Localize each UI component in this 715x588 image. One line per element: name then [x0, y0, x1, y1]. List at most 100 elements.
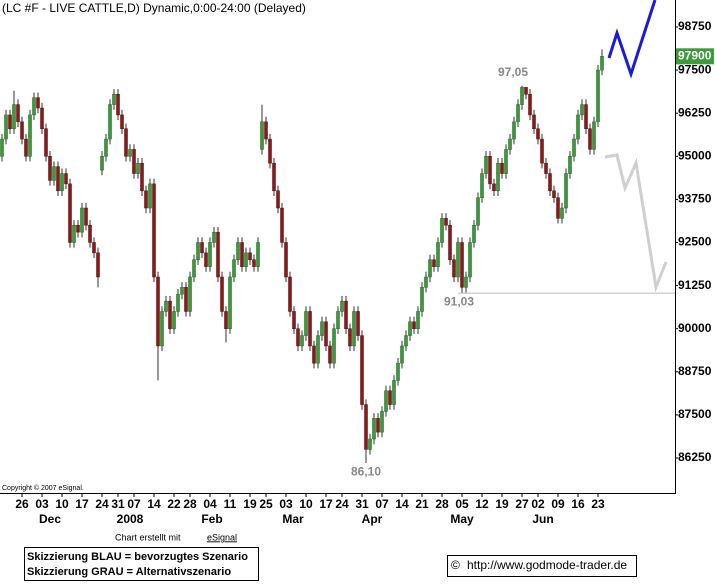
x-tick-label: 26: [15, 497, 29, 511]
candle-body: [536, 128, 540, 140]
candle-body: [40, 107, 44, 129]
candle-body: [60, 173, 64, 192]
candle-body: [328, 345, 332, 364]
x-tick-label: 10: [55, 497, 69, 511]
candle-body: [164, 300, 168, 312]
candle-body: [16, 104, 20, 123]
x-tick-label: 11: [224, 497, 237, 511]
candle-body: [160, 311, 164, 347]
url[interactable]: http://www.godmode-trader.de: [467, 558, 627, 572]
candle-body: [84, 207, 88, 226]
candle-body: [520, 87, 524, 105]
candle-body: [292, 311, 296, 329]
candle-body: [372, 418, 376, 440]
month-label: 2008: [117, 512, 144, 526]
x-tick-label: 05: [455, 497, 469, 511]
candle-body: [200, 242, 204, 254]
candle-body: [112, 93, 116, 105]
candle-body: [224, 311, 228, 329]
y-tick-label: 97500: [678, 62, 712, 76]
candle-body: [140, 162, 144, 192]
month-label: Dec: [39, 512, 61, 526]
month-label: Mar: [282, 512, 304, 526]
candle-body: [120, 114, 124, 129]
candle-body: [196, 242, 200, 260]
copyright: Copyright © 2007 eSignal.: [2, 484, 84, 492]
x-tick-label: 19: [243, 497, 257, 511]
candle-body: [404, 335, 408, 347]
candle-body: [448, 225, 452, 260]
candle-body: [412, 321, 416, 329]
credit-link[interactable]: eSignal: [207, 532, 237, 542]
candle-body: [472, 225, 476, 243]
candle-body: [296, 328, 300, 347]
candle-body: [352, 311, 356, 347]
candle-body: [572, 138, 576, 157]
candle-body: [564, 173, 568, 209]
x-tick-label: 10: [299, 497, 313, 511]
candle-body: [44, 128, 48, 157]
candle-body: [188, 276, 192, 312]
x-tick-label: 22: [167, 497, 181, 511]
candle-body: [12, 104, 16, 129]
candle-body: [552, 190, 556, 198]
candle-body: [284, 242, 288, 278]
candle-body: [500, 162, 504, 174]
x-tick-label: 28: [183, 497, 197, 511]
legend-line: Skizzierung GRAU = Alternativszenario: [27, 566, 231, 578]
candle-body: [376, 418, 380, 433]
candle-body: [364, 404, 368, 450]
candle-body: [116, 93, 120, 116]
annotation: 91,03: [444, 294, 474, 308]
candle-body: [256, 242, 260, 267]
candle-body: [356, 311, 360, 336]
candle-body: [152, 183, 156, 278]
candle-body: [76, 225, 80, 233]
url-mark: ©: [451, 558, 460, 572]
candle-body: [124, 128, 128, 157]
candle-body: [584, 104, 588, 129]
candle-body: [204, 252, 208, 267]
candle-body: [436, 242, 440, 267]
candle-body: [92, 242, 96, 254]
x-tick-label: 14: [147, 497, 161, 511]
candle-body: [68, 183, 72, 243]
candle-body: [508, 138, 512, 150]
candle-body: [568, 156, 572, 174]
annotation: 97,05: [498, 65, 528, 79]
y-tick-label: 91250: [678, 278, 712, 292]
candle-body: [488, 156, 492, 185]
candle-body: [20, 121, 24, 140]
candle-body: [380, 411, 384, 433]
candle-body: [344, 300, 348, 329]
x-tick-label: 03: [279, 497, 293, 511]
candle-body: [148, 183, 152, 209]
blue-scenario: [607, 0, 657, 79]
x-tick-label: 25: [259, 497, 273, 511]
candle-body: [424, 276, 428, 288]
candle-body: [136, 162, 140, 174]
y-tick-label: 86250: [678, 450, 712, 464]
candle-body: [208, 242, 212, 267]
candle-body: [428, 259, 432, 278]
candle-body: [600, 56, 604, 71]
candle-body: [532, 114, 536, 129]
candle-body: [228, 276, 232, 329]
candle-body: [268, 138, 272, 164]
candle-body: [8, 114, 12, 129]
candle-body: [0, 138, 4, 157]
candle-body: [128, 149, 132, 157]
candle-body: [108, 104, 112, 140]
candle-body: [324, 321, 328, 347]
x-tick-label: 03: [35, 497, 49, 511]
candle-body: [384, 390, 388, 412]
url-box: [447, 555, 637, 577]
candle-body: [212, 231, 216, 243]
candle-body: [516, 104, 520, 123]
candle-body: [56, 166, 60, 192]
candle-body: [440, 218, 444, 243]
candle-body: [452, 259, 456, 278]
